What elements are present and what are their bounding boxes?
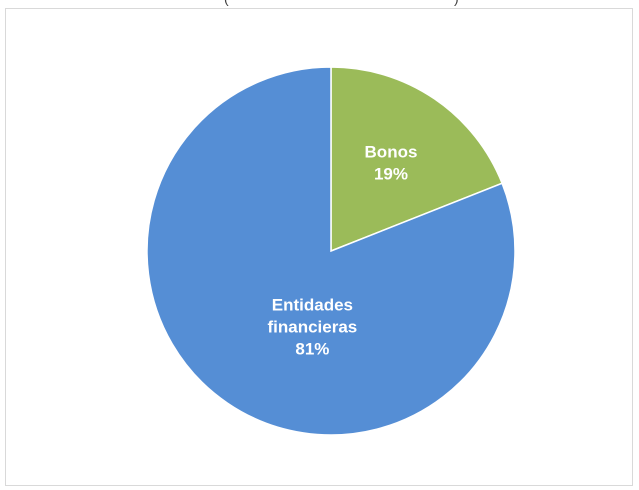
pie-slice-bonos: [330, 66, 504, 253]
title-open-paren: (: [224, 0, 229, 6]
title-close-paren: ): [454, 0, 459, 6]
pie-slice-entidades-financieras: [146, 66, 516, 436]
chart-title-fragment: ( ): [0, 0, 639, 6]
data-label-entidades-financieras: Entidades financieras 81%: [268, 295, 358, 358]
data-label-bonos: Bonos 19%: [365, 143, 418, 184]
data-label-line: 19%: [374, 165, 408, 184]
data-label-line: Entidades: [272, 295, 353, 314]
data-label-line: financieras: [268, 317, 358, 336]
data-label-line: Bonos: [365, 143, 418, 162]
data-label-line: 81%: [295, 339, 329, 358]
